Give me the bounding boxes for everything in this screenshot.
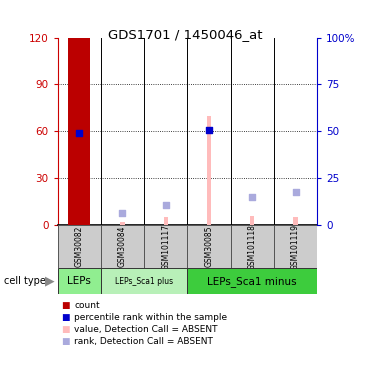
Bar: [250, 216, 255, 225]
Text: ■: ■: [61, 337, 69, 346]
Bar: [293, 217, 298, 225]
Bar: [187, 268, 317, 294]
Bar: [101, 225, 144, 268]
Bar: [120, 222, 125, 225]
Bar: [58, 268, 101, 294]
Point: [76, 130, 82, 136]
Bar: [144, 225, 187, 268]
Text: GSM30084: GSM30084: [118, 226, 127, 267]
Text: GSM101119: GSM101119: [291, 224, 300, 270]
Text: LEPs: LEPs: [67, 276, 91, 286]
Bar: [101, 268, 187, 294]
Bar: [68, 38, 90, 225]
Bar: [274, 225, 317, 268]
Bar: [207, 116, 211, 225]
Bar: [58, 225, 101, 268]
Text: GSM101118: GSM101118: [248, 224, 257, 270]
Text: value, Detection Call = ABSENT: value, Detection Call = ABSENT: [74, 325, 218, 334]
Text: ■: ■: [61, 325, 69, 334]
Text: GDS1701 / 1450046_at: GDS1701 / 1450046_at: [108, 28, 263, 41]
Text: rank, Detection Call = ABSENT: rank, Detection Call = ABSENT: [74, 337, 213, 346]
Bar: [231, 225, 274, 268]
Point: [249, 194, 255, 200]
Bar: [164, 217, 168, 225]
Text: LEPs_Sca1 minus: LEPs_Sca1 minus: [207, 276, 297, 287]
Text: percentile rank within the sample: percentile rank within the sample: [74, 313, 227, 322]
Text: cell type: cell type: [4, 276, 46, 286]
Bar: [187, 225, 231, 268]
Text: GSM30085: GSM30085: [204, 226, 213, 267]
Point: [293, 189, 299, 195]
Text: count: count: [74, 301, 100, 310]
Text: ■: ■: [61, 313, 69, 322]
Text: ▶: ▶: [45, 275, 55, 288]
Point: [206, 127, 212, 133]
Text: LEPs_Sca1 plus: LEPs_Sca1 plus: [115, 277, 173, 286]
Point: [119, 210, 125, 216]
Text: GSM101117: GSM101117: [161, 224, 170, 270]
Point: [163, 202, 169, 208]
Text: ■: ■: [61, 301, 69, 310]
Text: GSM30082: GSM30082: [75, 226, 83, 267]
